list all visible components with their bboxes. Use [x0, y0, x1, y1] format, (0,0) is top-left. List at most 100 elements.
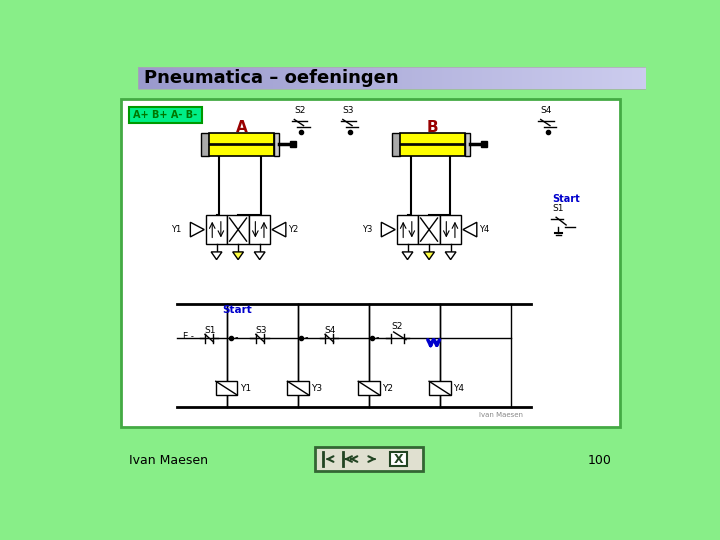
Bar — [204, 67, 205, 89]
Bar — [548, 67, 549, 89]
Bar — [209, 145, 274, 156]
Bar — [464, 67, 465, 89]
Bar — [187, 67, 188, 89]
Bar — [201, 132, 209, 156]
Bar — [381, 67, 382, 89]
Bar — [282, 67, 283, 89]
Bar — [592, 67, 593, 89]
Bar — [546, 67, 547, 89]
Bar — [624, 67, 625, 89]
Bar — [337, 67, 338, 89]
Bar — [534, 67, 535, 89]
Bar — [388, 67, 389, 89]
Bar — [138, 67, 139, 89]
Bar — [260, 67, 261, 89]
Bar — [573, 67, 574, 89]
Bar — [292, 67, 293, 89]
Bar — [568, 67, 570, 89]
Bar — [619, 67, 620, 89]
Bar — [521, 67, 522, 89]
Bar — [146, 67, 148, 89]
Text: Ivan Maesen: Ivan Maesen — [479, 411, 523, 418]
Bar — [265, 67, 266, 89]
Bar — [405, 67, 406, 89]
Bar — [348, 67, 349, 89]
Bar — [245, 67, 246, 89]
Bar — [378, 67, 379, 89]
Bar — [503, 67, 504, 89]
Bar — [178, 67, 179, 89]
Bar — [483, 67, 484, 89]
Bar — [475, 67, 476, 89]
Bar — [252, 67, 253, 89]
Bar — [249, 215, 271, 244]
Bar — [310, 67, 311, 89]
Bar — [209, 132, 274, 144]
Bar — [315, 448, 423, 470]
Text: -: - — [375, 332, 379, 342]
Bar — [194, 67, 195, 89]
Bar — [505, 67, 506, 89]
Bar — [589, 67, 590, 89]
Bar — [228, 215, 249, 244]
Polygon shape — [445, 252, 456, 260]
Bar — [529, 67, 530, 89]
Bar — [584, 67, 585, 89]
Bar — [369, 67, 370, 89]
Bar — [207, 67, 208, 89]
Bar — [413, 67, 414, 89]
Bar — [614, 67, 615, 89]
Bar — [544, 67, 545, 89]
Text: S1: S1 — [552, 204, 564, 213]
Bar — [139, 67, 140, 89]
Bar — [364, 67, 365, 89]
Bar — [251, 67, 252, 89]
Bar — [426, 67, 427, 89]
Bar — [408, 67, 409, 89]
Bar — [158, 67, 159, 89]
Bar — [429, 67, 430, 89]
Bar — [428, 67, 429, 89]
Bar — [462, 67, 463, 89]
Bar — [487, 67, 488, 89]
Bar — [327, 67, 328, 89]
Bar — [615, 67, 616, 89]
Bar — [156, 67, 157, 89]
Bar — [479, 67, 480, 89]
Bar — [436, 67, 437, 89]
Bar — [306, 67, 307, 89]
Bar — [244, 67, 245, 89]
Bar — [621, 67, 622, 89]
Bar — [298, 67, 299, 89]
Bar — [536, 67, 537, 89]
Bar — [494, 67, 495, 89]
Bar — [283, 67, 284, 89]
Bar — [628, 67, 629, 89]
Bar — [233, 67, 234, 89]
Polygon shape — [402, 252, 413, 260]
Bar — [318, 67, 319, 89]
Bar — [343, 67, 344, 89]
Bar — [415, 67, 416, 89]
Bar — [375, 67, 376, 89]
Bar — [336, 67, 337, 89]
Bar — [288, 67, 289, 89]
Bar — [634, 67, 636, 89]
Bar — [492, 67, 493, 89]
Bar — [230, 67, 231, 89]
Bar — [556, 67, 557, 89]
Bar — [201, 67, 202, 89]
Bar — [331, 67, 332, 89]
Bar — [465, 132, 470, 156]
Bar — [360, 67, 361, 89]
Bar — [498, 67, 499, 89]
Bar — [176, 67, 177, 89]
Bar — [520, 67, 521, 89]
Bar — [287, 381, 309, 395]
Bar — [382, 67, 383, 89]
Bar — [400, 67, 401, 89]
Text: -: - — [305, 332, 308, 342]
Bar — [183, 67, 184, 89]
Bar — [488, 67, 489, 89]
Bar — [191, 67, 192, 89]
